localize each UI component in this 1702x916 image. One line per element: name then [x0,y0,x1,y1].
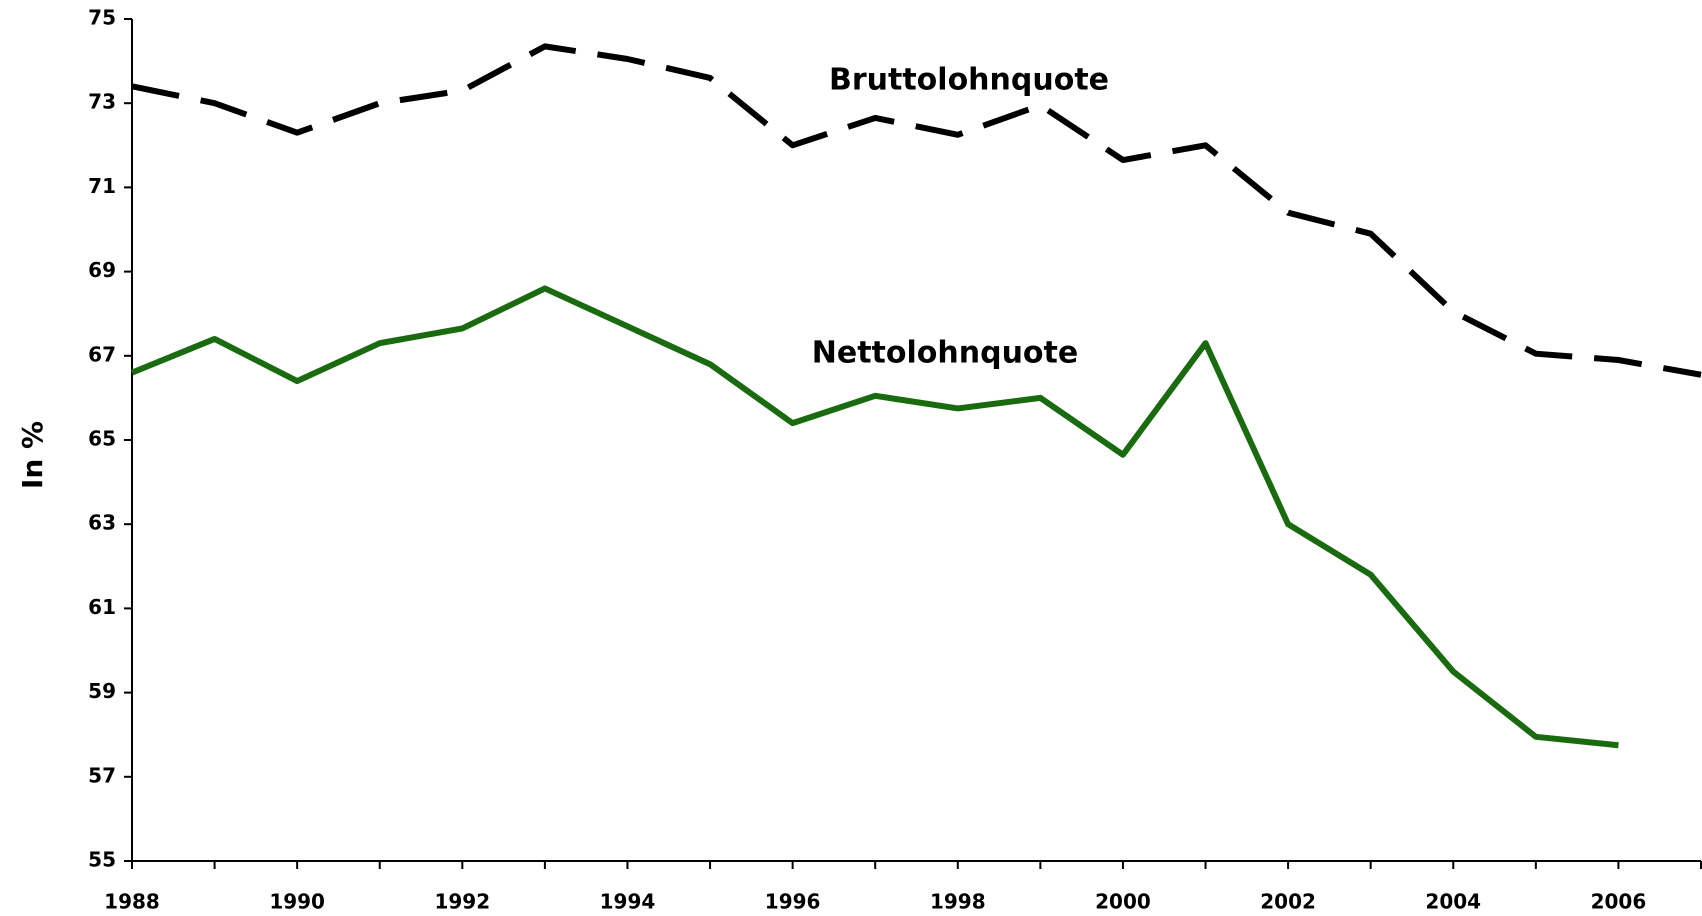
y-tick-label: 55 [88,848,116,872]
y-tick-label: 67 [88,342,116,366]
x-tick-label: 1992 [434,890,490,914]
x-tick-label: 2002 [1260,890,1316,914]
x-tick-label: 2000 [1095,890,1151,914]
line-series [130,285,1619,749]
y-tick-label: 65 [88,427,116,451]
x-tick-label: 1998 [930,890,986,914]
y-tick-label: 73 [88,90,116,114]
x-tick-label: 2004 [1425,890,1481,914]
y-tick-label: 69 [88,258,116,282]
y-tick-label: 63 [88,511,116,535]
annotation: Nettolohnquote [812,336,1078,371]
y-tick-label: 59 [88,679,116,703]
x-tick-label: 1996 [765,890,821,914]
y-tick-label: 71 [88,174,116,198]
x-tick-label: 2006 [1591,890,1647,914]
y-tick-label: 57 [88,763,116,787]
x-tick-label: 1988 [104,890,160,914]
annotation: Bruttolohnquote [829,63,1109,98]
y-tick-label: 61 [88,595,116,619]
x-tick-label: 1994 [600,890,656,914]
y-tick-label: 75 [88,6,116,30]
line-series [131,43,1702,378]
x-tick-label: 1990 [269,890,325,914]
y-axis-label: In % [16,421,49,489]
